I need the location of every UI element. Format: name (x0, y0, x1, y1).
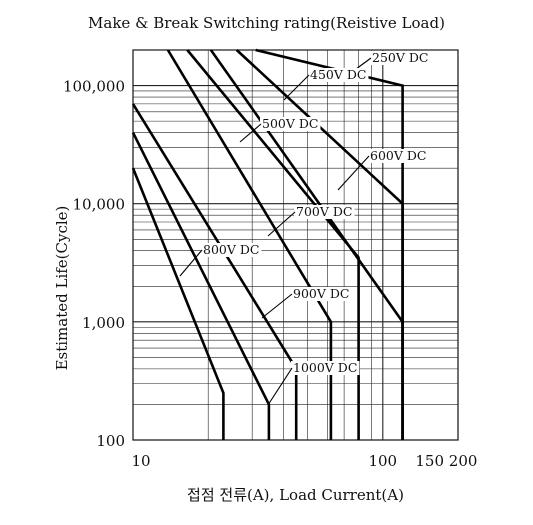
series-line-500v-dc (209, 49, 404, 440)
series-leader-500v-dc (239, 123, 262, 143)
y-tick-label: 100 (96, 432, 125, 450)
series-line-600v-dc (186, 49, 360, 440)
series-label-250v-dc: 250V DC (372, 50, 428, 65)
series-leader-600v-dc (337, 155, 370, 191)
series-label-bg (291, 287, 352, 301)
y-tick-label: 100,000 (63, 78, 125, 96)
series-lines (131, 48, 404, 440)
series-line-1000v-dc (131, 167, 225, 440)
series-label-800v-dc: 800V DC (203, 242, 259, 257)
x-tick-label: 10 (131, 452, 150, 470)
y-tick-label: 1,000 (82, 314, 125, 332)
series-leader-800v-dc (179, 249, 203, 277)
series-label-450v-dc: 450V DC (310, 67, 366, 82)
series-label-500v-dc: 500V DC (262, 116, 318, 131)
chart-title: Make & Break Switching rating(Reistive L… (88, 14, 445, 32)
series-leader-1000v-dc (267, 367, 293, 406)
y-tick-label: 10,000 (73, 196, 126, 214)
series-label-900v-dc: 900V DC (293, 286, 349, 301)
series-label-bg (294, 205, 355, 219)
x-tick-label: 150 200 (415, 452, 477, 470)
series-label-bg (308, 68, 369, 82)
series-label-1000v-dc: 1000V DC (293, 360, 357, 375)
series-label-bg (291, 361, 360, 375)
series-label-bg (201, 243, 262, 257)
x-tick-label: 100 (368, 452, 397, 470)
series-label-600v-dc: 600V DC (370, 148, 426, 163)
x-axis-label: 접점 전류(A), Load Current(A) (187, 486, 404, 504)
series-line-700v-dc (166, 49, 333, 440)
series-leader-450v-dc (283, 74, 310, 101)
series-leader-700v-dc (267, 211, 296, 237)
y-axis-label: Estimated Life(Cycle) (53, 205, 71, 371)
series-labels: 250V DC 450V DC 500V DC 600V DC 700V DC 800V … (179, 50, 431, 406)
series-label-700v-dc: 700V DC (296, 204, 352, 219)
series-line-250v-dc (255, 48, 404, 440)
series-line-450v-dc (235, 49, 404, 440)
series-leader-900v-dc (261, 293, 293, 319)
series-label-bg (370, 51, 431, 65)
series-label-bg (260, 117, 321, 131)
series-label-bg (368, 149, 429, 163)
tick-labels: 100 1,000 10,000 100,000 10 100 150 200 (63, 78, 477, 470)
